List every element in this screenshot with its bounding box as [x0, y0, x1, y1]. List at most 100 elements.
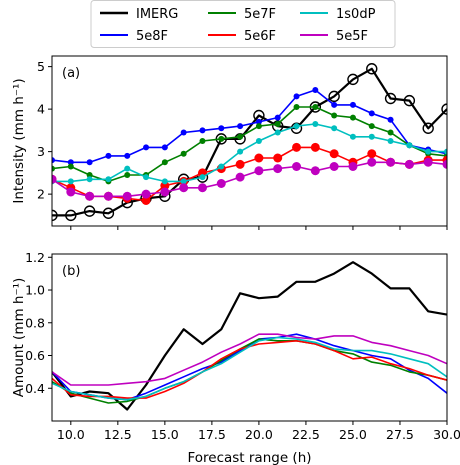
- series-line-5e5f: [52, 161, 447, 198]
- point-5e6f: [254, 153, 264, 163]
- y-tick-label: 5: [37, 59, 45, 74]
- point-5e7f: [368, 123, 375, 130]
- point-1s0dp: [218, 163, 225, 170]
- point-1s0dp: [143, 174, 150, 181]
- x-tick-label: 10.0: [57, 427, 85, 442]
- point-5e7f: [86, 172, 93, 178]
- y-tick-label: 0.8: [25, 315, 45, 330]
- x-tick-label: 15.0: [151, 427, 179, 442]
- legend-entry-5e8f: 5e8F: [100, 29, 168, 44]
- point-5e8f: [180, 129, 187, 136]
- panel-label: (a): [62, 66, 80, 81]
- point-5e7f: [124, 172, 131, 178]
- plot-area: [52, 261, 447, 411]
- point-imerg: [65, 209, 77, 222]
- x-tick-label: 17.5: [198, 427, 226, 442]
- y-tick-label: 1.0: [25, 283, 45, 298]
- point-5e7f: [349, 114, 356, 121]
- point-5e8f: [86, 159, 93, 166]
- point-5e5f: [386, 157, 396, 167]
- series-5e5f: [52, 333, 447, 386]
- point-5e8f: [274, 114, 281, 121]
- point-1s0dp: [444, 148, 447, 155]
- point-1s0dp: [255, 138, 262, 144]
- point-5e6f: [329, 149, 339, 159]
- point-5e5f: [141, 189, 151, 199]
- point-5e8f: [255, 118, 262, 125]
- point-5e5f: [179, 183, 189, 193]
- point-1s0dp: [199, 174, 206, 181]
- point-5e5f: [367, 157, 377, 167]
- series-line-5e5f: [52, 333, 447, 386]
- point-5e5f: [160, 187, 170, 197]
- point-imerg: [347, 73, 359, 86]
- point-imerg: [52, 209, 58, 222]
- panel-a-intensity: 2 3 4 5 (a) Intensity (mm h⁻¹): [11, 55, 448, 230]
- series-line-5e6f: [52, 146, 447, 202]
- legend: IMERG 5e8F 5e7F 5e6F 1s0dP 5e5F: [90, 0, 396, 48]
- point-1s0dp: [161, 178, 168, 185]
- legend-entry-5e5f: 5e5F: [300, 29, 368, 44]
- point-5e7f: [293, 104, 300, 110]
- point-1s0dp: [331, 125, 338, 132]
- point-5e8f: [52, 157, 55, 164]
- point-5e5f: [66, 187, 76, 197]
- series-line-imerg: [52, 261, 447, 411]
- point-1s0dp: [67, 178, 74, 185]
- point-5e8f: [218, 125, 225, 132]
- point-imerg: [441, 103, 447, 115]
- legend-label-5e8f: 5e8F: [136, 29, 168, 44]
- point-1s0dp: [406, 142, 413, 149]
- y-axis-label: Amount (mm h⁻¹): [11, 278, 27, 398]
- x-tick-label: 27.5: [386, 427, 414, 442]
- x-tick-label: 30.0: [433, 427, 460, 442]
- panel-label: (b): [62, 264, 80, 279]
- series-line-1s0dp: [52, 336, 447, 401]
- legend-entry-5e7f: 5e7F: [208, 7, 276, 22]
- y-tick-label: 3: [37, 144, 45, 159]
- x-tick-label: 22.5: [292, 427, 320, 442]
- point-5e5f: [216, 179, 226, 188]
- legend-label-5e5f: 5e5F: [336, 29, 368, 44]
- plot-area: [52, 63, 447, 222]
- y-tick-label: 2: [37, 187, 45, 202]
- series-imerg: [52, 63, 447, 222]
- point-5e5f: [273, 164, 283, 174]
- point-1s0dp: [312, 121, 319, 127]
- point-5e7f: [237, 133, 244, 140]
- point-5e5f: [310, 166, 320, 176]
- y-tick-label: 0.4: [25, 381, 45, 396]
- point-5e5f: [423, 157, 433, 167]
- point-5e8f: [143, 144, 150, 151]
- point-5e5f: [292, 162, 302, 171]
- point-imerg: [422, 122, 434, 134]
- point-1s0dp: [425, 148, 432, 155]
- series-5e7f: [52, 104, 447, 185]
- point-5e8f: [161, 144, 168, 151]
- y-axis-label: Intensity (mm h⁻¹): [11, 78, 27, 203]
- point-5e8f: [312, 87, 319, 93]
- axes-frame: [51, 253, 448, 422]
- point-1s0dp: [105, 176, 112, 183]
- point-5e7f: [52, 165, 55, 172]
- point-imerg: [366, 63, 378, 75]
- point-5e6f: [160, 181, 170, 191]
- series-line-imerg: [52, 67, 447, 217]
- point-5e8f: [331, 101, 338, 108]
- point-5e8f: [105, 152, 112, 159]
- point-1s0dp: [293, 123, 300, 130]
- point-5e6f: [273, 153, 283, 163]
- point-5e5f: [197, 183, 207, 193]
- y-tick-label: 1.2: [25, 250, 45, 265]
- point-5e8f: [124, 152, 131, 159]
- point-5e6f: [367, 149, 377, 159]
- legend-label-imerg: IMERG: [136, 7, 178, 22]
- point-5e8f: [67, 159, 74, 166]
- point-5e5f: [85, 191, 95, 201]
- x-tick-label: 25.0: [339, 427, 367, 442]
- point-imerg: [384, 92, 397, 105]
- point-5e5f: [348, 162, 358, 171]
- point-5e8f: [293, 93, 300, 100]
- point-imerg: [102, 207, 115, 219]
- series-line-5e7f: [52, 106, 447, 183]
